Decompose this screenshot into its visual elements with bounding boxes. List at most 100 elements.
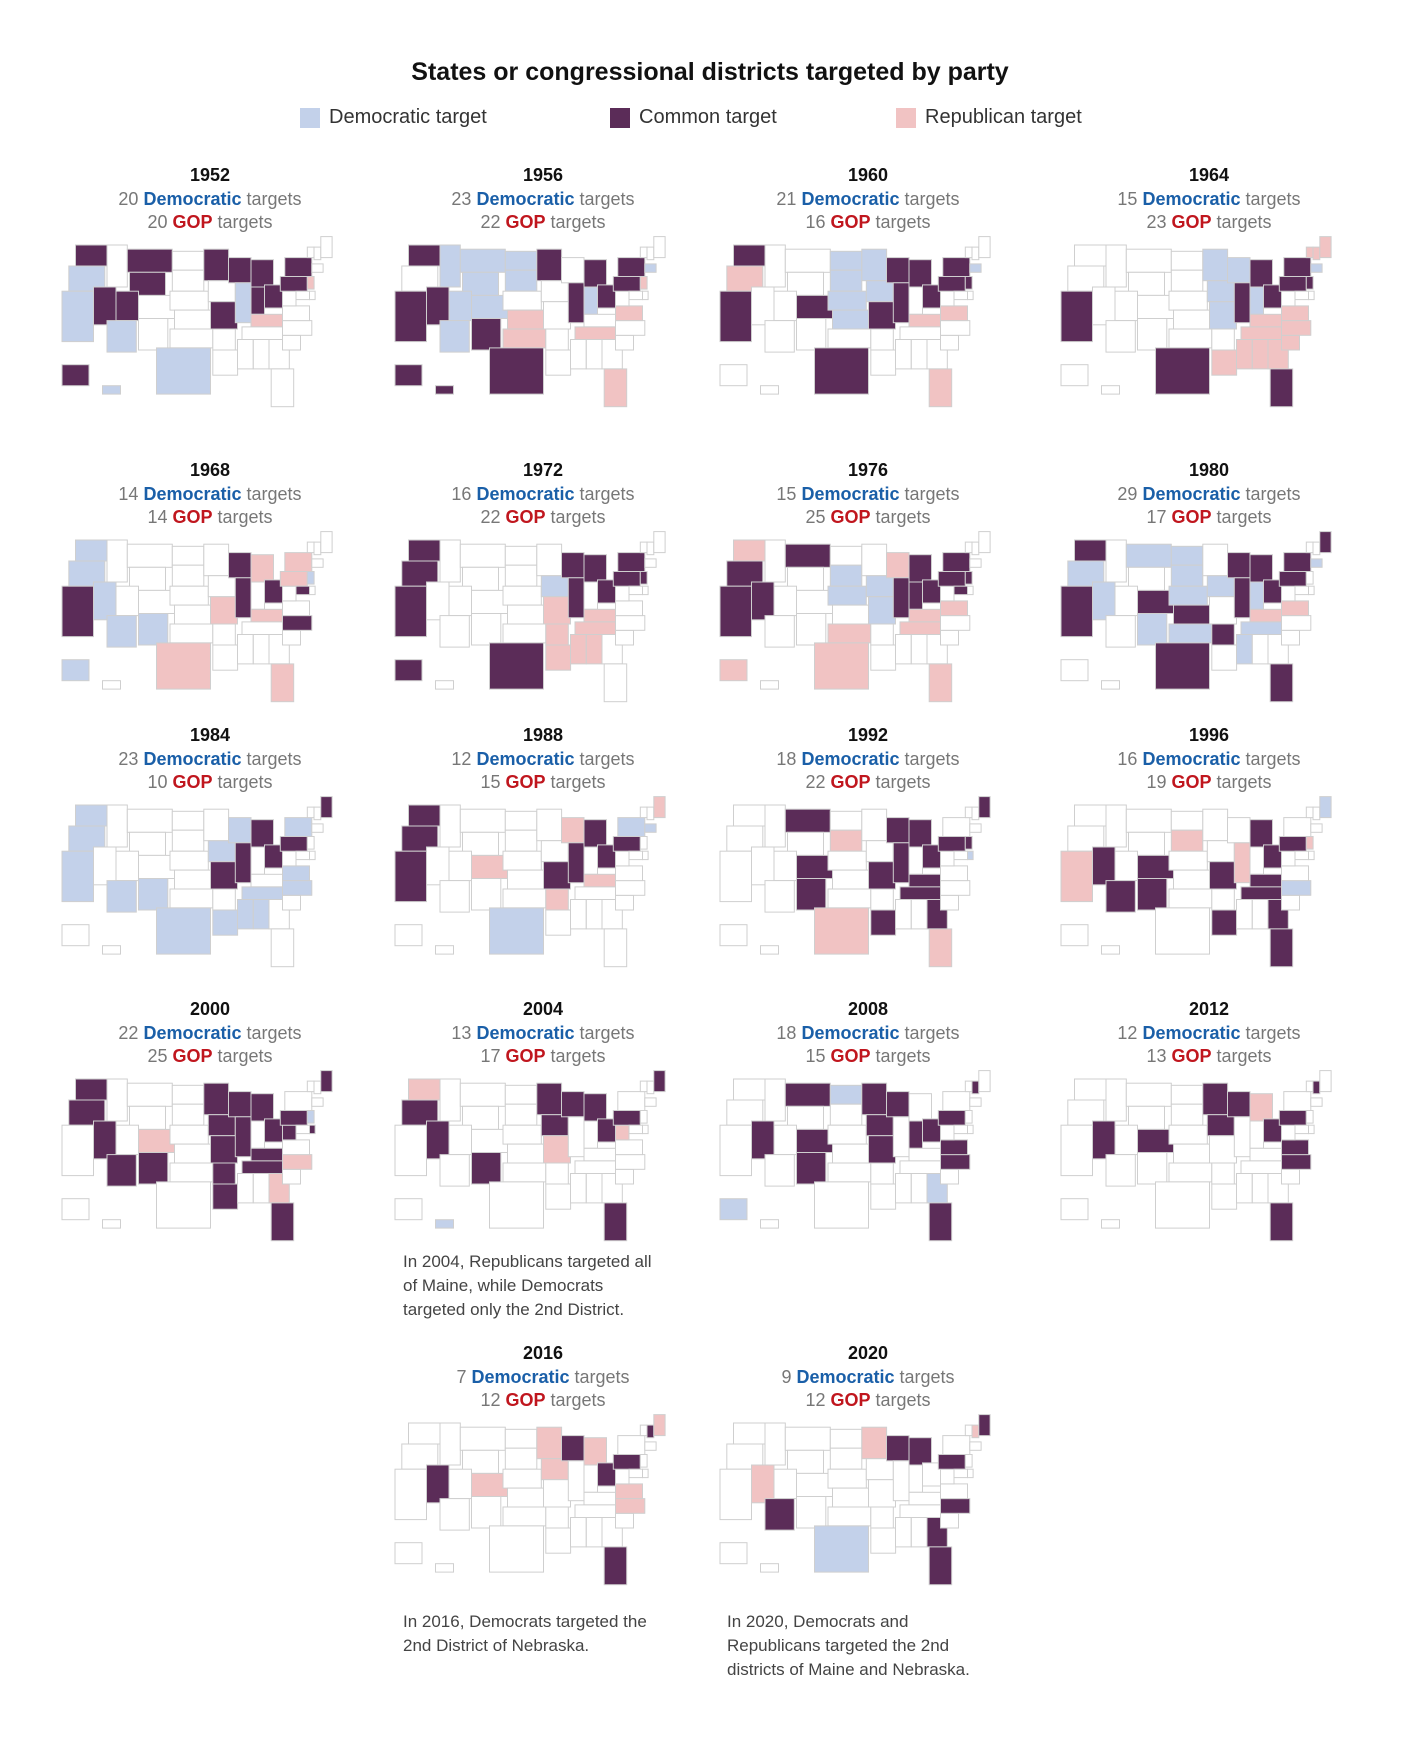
state-ks: [832, 604, 869, 625]
state-nj: [1305, 836, 1314, 850]
state-co: [1137, 854, 1174, 880]
state-wa: [75, 804, 108, 827]
state-ky: [908, 1491, 941, 1506]
state-ca: [719, 1124, 752, 1177]
state-fl: [270, 1202, 295, 1242]
state-vt: [639, 1080, 648, 1093]
state-nv: [751, 581, 775, 621]
state-ky: [583, 1491, 616, 1506]
state-ok: [502, 328, 547, 349]
state-wi: [886, 1091, 910, 1118]
state-wi: [1227, 1091, 1251, 1118]
state-az: [764, 1498, 795, 1531]
state-fl: [928, 368, 953, 408]
state-la: [1211, 349, 1238, 376]
state-az: [439, 880, 470, 913]
us-map: [394, 531, 666, 703]
state-me: [1319, 236, 1332, 259]
state-az: [106, 1154, 137, 1187]
state-mn: [536, 808, 563, 842]
state-ut: [448, 290, 472, 322]
state-mn: [203, 1082, 230, 1116]
state-tn: [1240, 886, 1282, 901]
state-nm: [1137, 1152, 1168, 1185]
state-in: [908, 1464, 923, 1493]
us-map: [1060, 1070, 1332, 1242]
state-ok: [827, 328, 872, 349]
gop-count-value: 14: [147, 507, 168, 527]
state-al: [910, 634, 928, 665]
state-de: [967, 1124, 974, 1135]
state-de: [309, 1124, 316, 1135]
state-hi: [1101, 680, 1120, 690]
state-nj: [639, 1454, 648, 1468]
state-ne: [169, 850, 209, 871]
state-ms: [237, 899, 254, 930]
state-ks: [174, 309, 211, 330]
election-panel-2012: 2012 12 Democratic targets 13 GOP targets: [1044, 999, 1374, 1269]
state-wi: [561, 1091, 585, 1118]
dem-target-count: 18 Democratic targets: [703, 749, 1033, 770]
gop-party-word: GOP: [830, 1390, 871, 1410]
state-tn: [574, 326, 616, 341]
election-panel-1956: 1956 23 Democratic targets 22 GOP targets: [378, 165, 708, 435]
state-ms: [895, 339, 912, 370]
gop-party-word: GOP: [505, 212, 546, 232]
state-tn: [574, 1504, 616, 1519]
state-ut: [448, 585, 472, 617]
gop-target-count: 22 GOP targets: [703, 772, 1033, 793]
legend-gop-swatch: [896, 107, 916, 128]
state-ar: [212, 623, 236, 646]
state-tx: [1155, 907, 1210, 955]
state-ar: [1211, 328, 1235, 351]
state-hi: [102, 680, 121, 690]
state-md: [295, 585, 310, 596]
state-ma: [969, 558, 982, 568]
state-wa: [733, 1422, 766, 1445]
state-mo: [543, 596, 571, 625]
targets-word: targets: [579, 1023, 635, 1043]
state-ca: [1060, 850, 1093, 903]
state-ma: [969, 1441, 982, 1451]
state-ky: [250, 608, 283, 623]
state-ks: [174, 1143, 211, 1164]
state-mt: [459, 1082, 506, 1107]
state-ok: [169, 1162, 214, 1183]
state-mo: [1209, 596, 1237, 625]
state-fl: [603, 663, 628, 703]
state-ma: [969, 823, 982, 833]
dem-target-count: 9 Democratic targets: [703, 1367, 1033, 1388]
state-de: [309, 585, 316, 596]
state-ut: [773, 850, 797, 882]
state-ut: [773, 1468, 797, 1500]
dem-party-word: Democratic: [476, 1023, 575, 1043]
state-wv: [940, 1468, 955, 1485]
state-ky: [583, 608, 616, 623]
state-mi: [908, 1437, 932, 1466]
state-id: [764, 804, 786, 848]
gop-count-value: 22: [480, 507, 501, 527]
state-vt: [964, 246, 973, 259]
state-al: [585, 899, 603, 930]
dem-count-value: 29: [1117, 484, 1138, 504]
state-in: [1249, 846, 1264, 875]
state-oh: [597, 1118, 616, 1143]
targets-word: targets: [217, 507, 273, 527]
state-co: [138, 589, 175, 615]
state-mn: [1202, 1082, 1229, 1116]
state-id: [439, 1078, 461, 1122]
state-hi: [102, 945, 121, 955]
state-fl: [603, 368, 628, 408]
state-pa: [279, 571, 308, 587]
state-mi: [1249, 554, 1273, 583]
state-wi: [886, 1435, 910, 1462]
state-oh: [597, 284, 616, 309]
gop-party-word: GOP: [505, 507, 546, 527]
dem-target-count: 12 Democratic targets: [378, 749, 708, 770]
state-sc: [940, 629, 959, 646]
state-wv: [940, 290, 955, 307]
state-in: [1249, 1120, 1264, 1149]
state-mn: [1202, 808, 1229, 842]
state-al: [1251, 634, 1269, 665]
state-az: [106, 615, 137, 648]
